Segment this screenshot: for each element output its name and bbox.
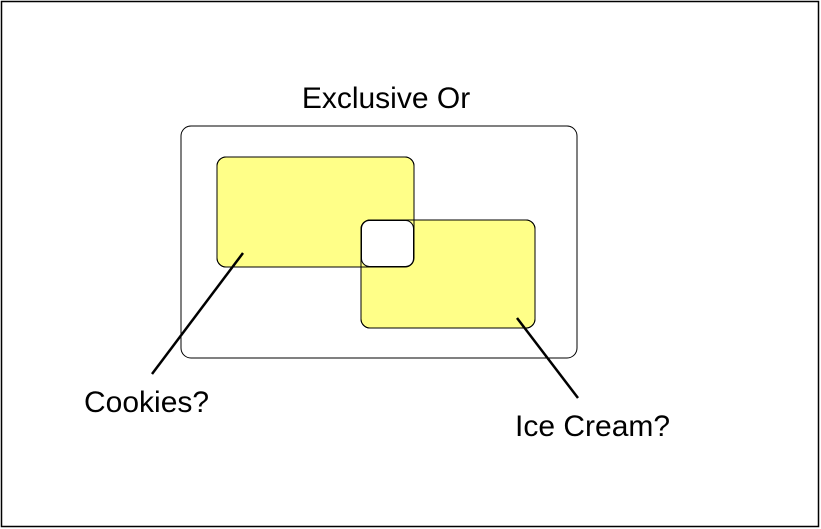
cookies-pointer-line (151, 252, 244, 375)
cookies-label: Cookies? (84, 386, 209, 419)
set-b-outline (360, 219, 536, 329)
intersection-region (361, 220, 414, 267)
diagram-title: Exclusive Or (302, 82, 470, 115)
ice-cream-label: Ice Cream? (515, 410, 670, 443)
set-a-outline (216, 156, 415, 268)
universe-box (180, 125, 578, 359)
ice-cream-pointer-line (516, 317, 579, 399)
